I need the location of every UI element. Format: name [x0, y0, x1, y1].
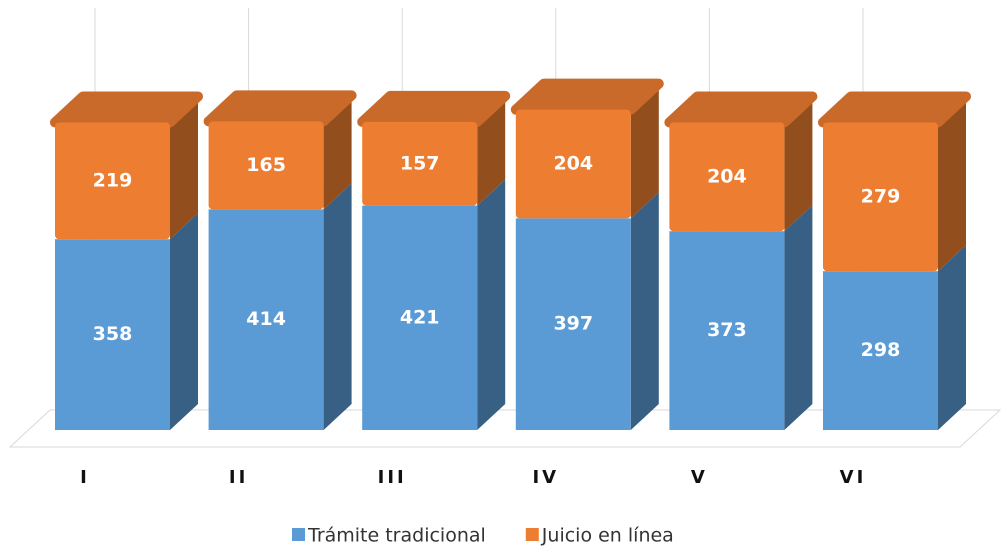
bar-segment: 373	[669, 205, 813, 430]
bar-segment: 414	[208, 183, 352, 430]
bar-side	[784, 96, 813, 232]
bar-top	[50, 91, 203, 128]
value-label: 414	[246, 308, 286, 330]
x-tick-label: II	[229, 467, 248, 488]
bar-segment: 279	[818, 91, 971, 272]
legend-label: Juicio en línea	[541, 525, 674, 547]
bar-segment: 165	[203, 90, 357, 210]
bar-front	[55, 122, 170, 240]
bar-front	[669, 122, 785, 232]
legend-swatch	[525, 528, 539, 541]
value-label: 157	[400, 152, 440, 174]
bar-side	[170, 213, 198, 430]
value-label: 358	[93, 323, 133, 345]
value-label: 421	[400, 306, 440, 328]
value-label: 204	[553, 153, 593, 175]
bar-top	[203, 90, 357, 127]
bar-top	[357, 90, 511, 127]
value-label: 279	[861, 185, 901, 207]
bar-side	[323, 183, 352, 430]
bar-top	[664, 91, 818, 128]
x-tick-label: I	[80, 467, 90, 488]
bar-top	[818, 91, 971, 128]
legend-swatch	[292, 528, 305, 541]
bar-front	[515, 109, 631, 219]
bar-side	[323, 95, 352, 210]
value-label: 165	[246, 154, 286, 176]
bar-side	[938, 245, 966, 430]
value-label: 373	[707, 319, 747, 341]
bar-segment: 157	[357, 90, 511, 206]
legend: Trámite tradicional Juicio en línea	[292, 525, 674, 547]
x-tick-label: V	[691, 467, 708, 488]
bar-segment: 298	[823, 245, 966, 430]
bar-front	[823, 122, 938, 272]
bar-segment: 358	[55, 213, 198, 430]
legend-label: Trámite tradicional	[307, 525, 486, 547]
bar-front	[362, 121, 478, 206]
value-label: 204	[707, 165, 747, 187]
bar-front	[208, 209, 324, 430]
bar-segment: 204	[510, 78, 664, 219]
bar-front	[55, 239, 170, 430]
bar-top	[510, 78, 664, 115]
bar-front	[208, 121, 324, 210]
bar-side	[477, 179, 506, 430]
value-label: 397	[553, 313, 593, 335]
bar-segment: 219	[50, 91, 203, 240]
x-tick-label: IV	[532, 467, 559, 488]
bar-side	[170, 96, 198, 240]
x-tick-label: VI	[840, 467, 867, 488]
bar-front	[515, 218, 631, 430]
bar-side	[477, 95, 506, 206]
plot: 358 219 I 414 165 II 421 157 III 397 204 IV 373 204 V 2…	[50, 8, 971, 488]
bar-segment: 421	[362, 179, 506, 430]
bar-front	[362, 205, 478, 430]
value-label: 298	[861, 339, 901, 361]
bar-side	[630, 83, 659, 219]
bar-front	[669, 231, 785, 430]
x-tick-label: III	[378, 467, 407, 488]
bar-side	[938, 96, 966, 272]
bar-side	[784, 205, 813, 430]
bar-front	[823, 271, 938, 430]
bar-segment: 397	[515, 192, 659, 430]
bar-segment: 204	[664, 91, 818, 232]
bar-side	[630, 192, 659, 430]
value-label: 219	[93, 169, 133, 191]
